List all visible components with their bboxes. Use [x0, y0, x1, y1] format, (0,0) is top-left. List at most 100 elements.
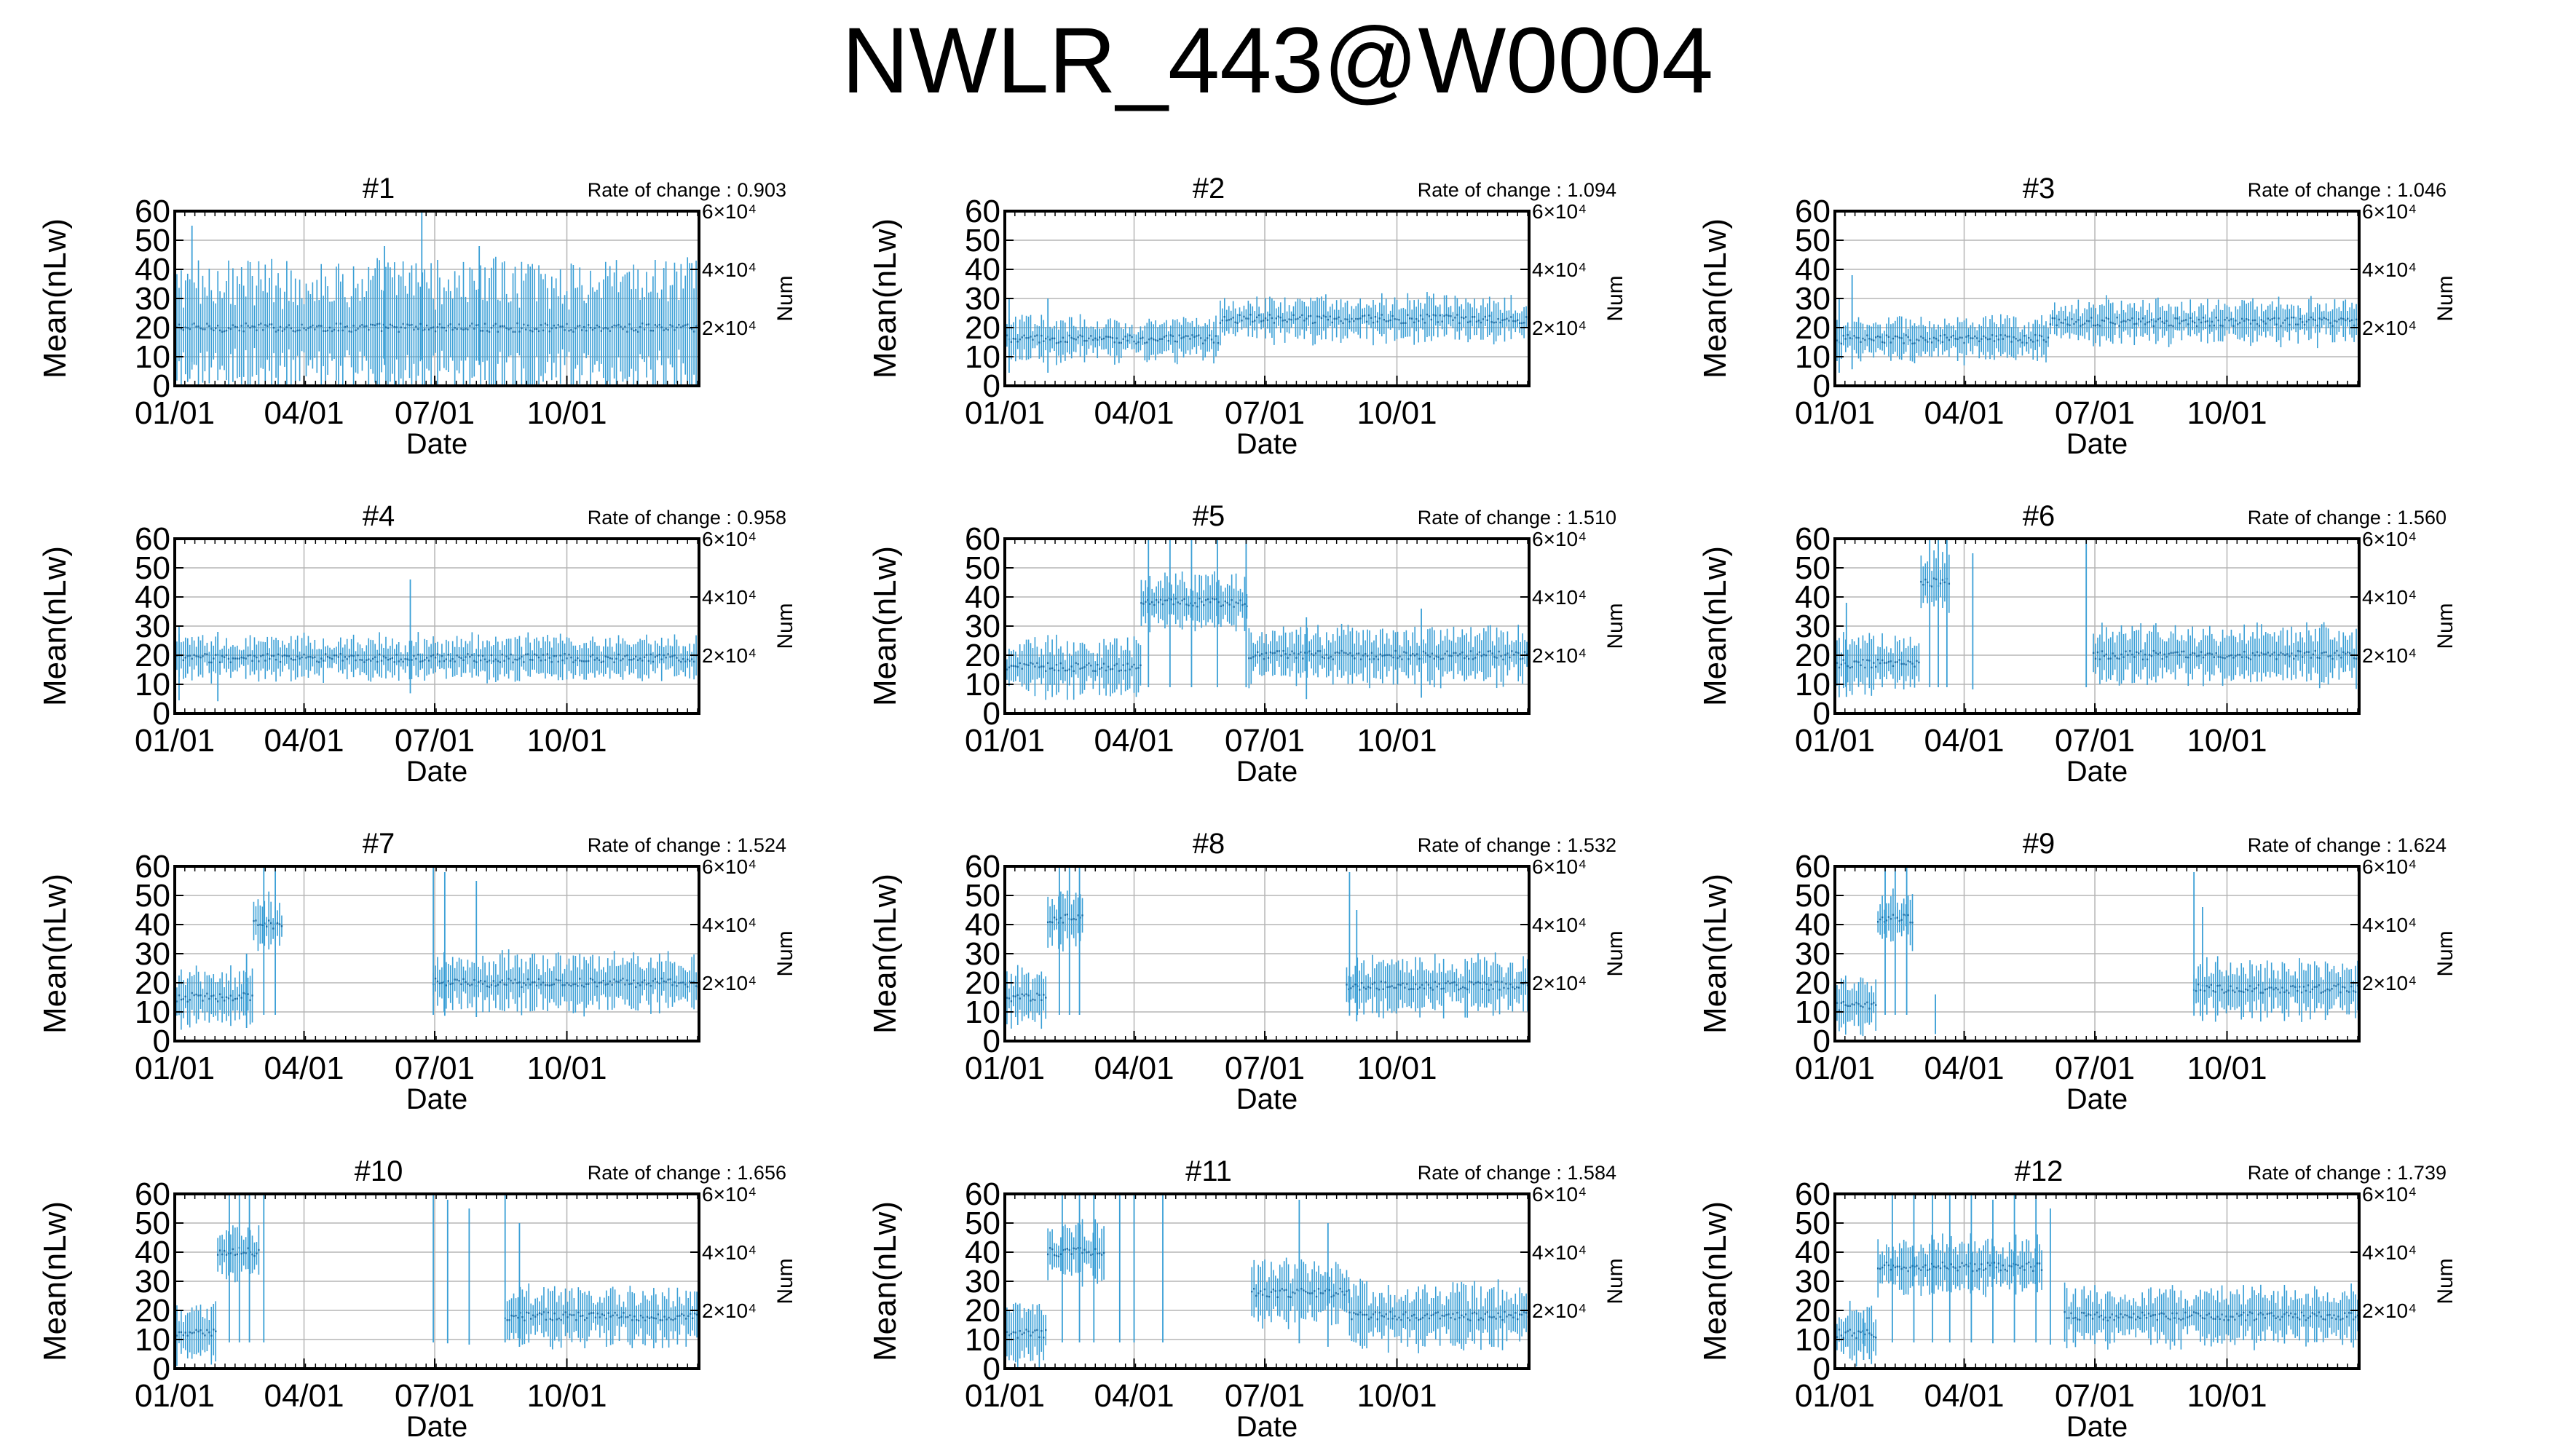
data-point	[684, 324, 687, 326]
data-point	[1306, 317, 1308, 320]
data-point	[2092, 652, 2095, 654]
data-point	[1423, 987, 1426, 990]
data-point	[264, 660, 266, 662]
data-point	[1211, 598, 1214, 600]
data-point	[2120, 653, 2122, 656]
data-point	[1012, 665, 1015, 667]
data-point	[1180, 337, 1182, 339]
data-point	[1445, 314, 1448, 316]
data-point	[202, 1000, 204, 1002]
data-point	[1113, 664, 1116, 667]
data-point	[1391, 314, 1394, 317]
data-point	[1862, 658, 1864, 661]
data-point	[602, 979, 605, 982]
data-point	[1334, 652, 1336, 654]
data-point	[688, 980, 691, 983]
y-axis-label: Mean(nLw)	[867, 546, 903, 706]
data-point	[344, 656, 346, 658]
data-point	[2118, 325, 2120, 327]
data-point	[1466, 321, 1469, 323]
data-point	[1393, 986, 1395, 989]
data-point	[2269, 654, 2271, 657]
data-point	[456, 654, 458, 657]
data-point	[643, 328, 646, 331]
data-point	[1288, 318, 1290, 320]
data-point	[1147, 599, 1149, 601]
y-tick-label: 40	[1795, 579, 1831, 615]
data-point	[2107, 317, 2109, 320]
data-point	[1363, 314, 1366, 317]
data-point	[2271, 653, 2273, 655]
data-point	[441, 654, 443, 657]
data-point	[1470, 981, 1473, 984]
data-point	[1348, 320, 1351, 323]
data-point	[1425, 981, 1428, 984]
data-point	[546, 984, 549, 986]
data-point	[257, 924, 259, 926]
data-point	[415, 657, 417, 660]
data-point	[1053, 669, 1056, 671]
data-point	[641, 981, 644, 984]
data-point	[1376, 320, 1379, 323]
data-point	[1855, 1002, 1857, 1004]
data-point	[1892, 665, 1895, 668]
data-point	[2161, 320, 2163, 323]
data-point	[2251, 319, 2254, 322]
data-point	[1390, 654, 1392, 657]
data-point	[1488, 989, 1490, 992]
data-point	[617, 981, 620, 983]
data-point	[1102, 662, 1105, 665]
data-point	[2094, 657, 2097, 660]
data-point	[2064, 318, 2066, 321]
data-point	[527, 653, 529, 655]
data-point	[690, 328, 693, 331]
data-point	[1331, 321, 1333, 324]
data-point	[1323, 657, 1326, 660]
y-tick-label: 40	[135, 579, 170, 615]
data-point	[1346, 984, 1348, 986]
data-point	[620, 659, 622, 662]
data-point	[510, 979, 512, 982]
data-point	[253, 919, 255, 922]
data-point	[1472, 983, 1475, 986]
data-point	[1986, 338, 1989, 341]
data-point	[1314, 321, 1316, 324]
data-point	[663, 329, 665, 331]
data-point	[1862, 337, 1864, 340]
data-point	[1181, 599, 1183, 602]
data-point	[1401, 658, 1403, 660]
data-point	[555, 327, 557, 329]
data-point	[542, 329, 545, 332]
data-point	[1522, 983, 1525, 985]
data-point	[1064, 669, 1067, 672]
data-point	[225, 329, 228, 332]
y-tick-label: 0	[153, 368, 170, 404]
data-point	[2066, 323, 2069, 325]
data-point	[1247, 317, 1249, 320]
data-point	[1045, 337, 1047, 340]
data-point	[400, 658, 402, 660]
data-point	[2211, 320, 2214, 323]
data-point	[1441, 320, 1443, 323]
data-point	[1399, 655, 1401, 657]
data-point	[1152, 339, 1155, 341]
data-point	[1389, 319, 1391, 322]
data-point	[1150, 601, 1153, 604]
data-point	[1374, 315, 1377, 318]
data-point	[398, 331, 400, 333]
data-point	[570, 984, 572, 987]
data-point	[2224, 657, 2226, 660]
data-point	[278, 923, 281, 925]
data-point	[1993, 340, 1996, 342]
data-point	[411, 659, 413, 661]
data-point	[1413, 321, 1415, 324]
data-point	[1373, 658, 1375, 660]
data-point	[2305, 989, 2307, 992]
data-point	[1411, 317, 1413, 320]
y-tick-label: 50	[135, 550, 170, 586]
data-point	[665, 328, 667, 330]
data-point	[1189, 338, 1191, 340]
data-point	[1222, 604, 1225, 606]
data-point	[2315, 986, 2318, 988]
data-point	[2200, 321, 2203, 324]
